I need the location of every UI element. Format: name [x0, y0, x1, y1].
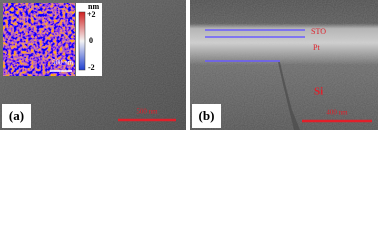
layer-label: Si [314, 86, 323, 98]
crack [278, 62, 300, 130]
afm-map [3, 3, 75, 76]
sem-texture [190, 0, 378, 130]
inset-scale-label: 500 nm [52, 59, 74, 67]
colorbar-tick: +2 [87, 10, 96, 19]
colorbar-tick: -2 [88, 63, 95, 72]
panel-a: nm +2 0 -2 500 nm (a) 500 nm [0, 0, 186, 130]
panel-label: (a) [9, 108, 24, 123]
panel-label-box [192, 104, 221, 128]
scale-label: 500 nm [136, 108, 158, 116]
layer-label: Pt [313, 43, 320, 52]
colorbar [78, 11, 86, 71]
panel-label: (b) [199, 108, 215, 123]
scale-label: 400 nm [326, 109, 348, 117]
panel-b: STO Pt Si (b) 400 nm [190, 0, 378, 130]
colorbar-tick: 0 [89, 36, 93, 45]
colorbar-unit: nm [88, 2, 99, 11]
layer-label: STO [311, 27, 326, 36]
figure: nm +2 0 -2 500 nm (a) 500 nm STO Pt Si (… [0, 0, 378, 130]
panel-label-box [2, 104, 31, 128]
